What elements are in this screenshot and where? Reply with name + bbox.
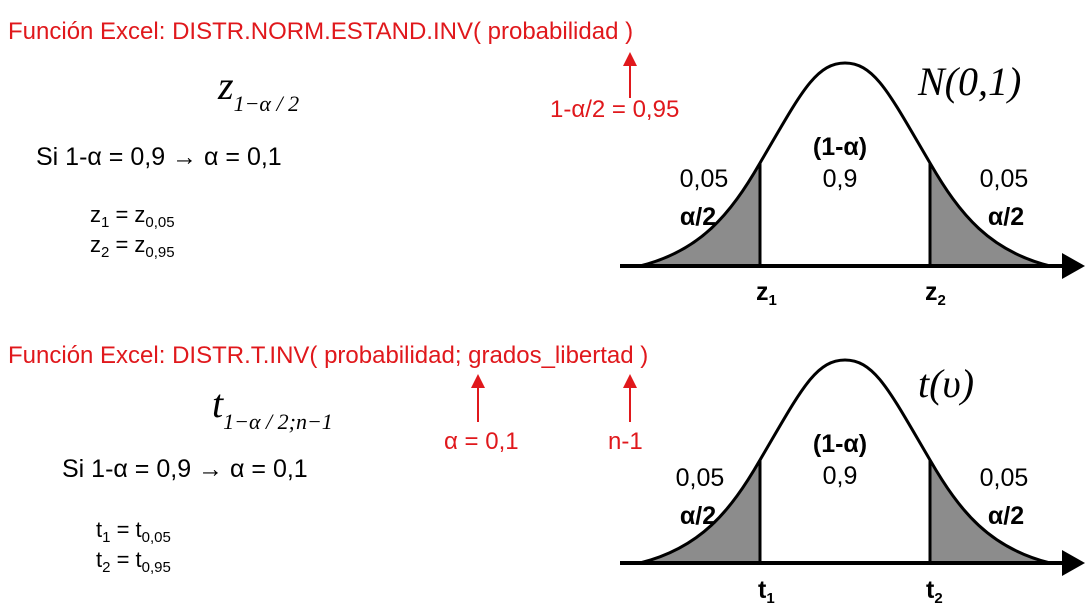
distribution-name: N(0,1) (918, 59, 1022, 104)
t-distribution-curve (620, 358, 1085, 576)
x-axis-arrowhead (1062, 550, 1085, 576)
lower-critical-z1: z1 (756, 278, 777, 309)
t1-definition: t1 = t0,05 (96, 517, 171, 546)
excel-function-t: Función Excel: DISTR.T.INV( probabilidad… (8, 342, 648, 370)
left-tail-label: α/2 (679, 203, 717, 231)
lower-critical-t1: t1 (758, 576, 775, 607)
right-tail-area (930, 163, 1050, 266)
excel-function-close: ) (618, 18, 634, 45)
right-tail-value: 0,05 (979, 165, 1029, 193)
left-tail-value: 0,05 (675, 464, 725, 492)
x-axis-arrowhead (1062, 253, 1085, 279)
left-tail-area (640, 460, 760, 563)
formula-subscript: 1−α / 2;n−1 (223, 409, 333, 434)
center-area-value: 0,9 (822, 165, 858, 193)
normal-distribution-curve (620, 61, 1085, 279)
excel-function-text: Función Excel: DISTR.T.INV( (8, 342, 325, 369)
upper-critical-t2: t2 (926, 576, 943, 607)
right-tail-area (930, 460, 1050, 563)
excel-function-text: Función Excel: DISTR.NORM.ESTAND.INV( (8, 18, 488, 45)
critical-value-formula-z: z1−α / 2 (218, 62, 299, 117)
formula-symbol: t (212, 381, 224, 426)
right-tail-label: α/2 (987, 203, 1025, 231)
alpha-condition: Si 1-α = 0,9 → α = 0,1 (62, 455, 308, 483)
left-tail-label: α/2 (679, 502, 717, 530)
density-curve (639, 61, 1051, 268)
density-curve (639, 358, 1051, 565)
t2-definition: t2 = t0,95 (96, 547, 171, 576)
center-area-label: (1-α) (812, 430, 868, 458)
z2-definition: z2 = z0,95 (90, 232, 175, 261)
probability-annotation: 1-α/2 = 0,95 (550, 96, 680, 123)
left-tail-value: 0,05 (679, 165, 729, 193)
center-area-label: (1-α) (812, 133, 868, 161)
critical-value-formula-t: t1−α / 2;n−1 (212, 380, 333, 435)
right-tail-label: α/2 (987, 502, 1025, 530)
alpha-annotation: α = 0,1 (444, 428, 519, 455)
pointer-arrow (623, 52, 637, 98)
formula-symbol: z (218, 63, 234, 108)
formula-subscript: 1−α / 2 (233, 91, 300, 116)
excel-function-argument: probabilidad (487, 18, 619, 45)
z1-definition: z1 = z0,05 (90, 202, 175, 231)
alpha-condition: Si 1-α = 0,9 → α = 0,1 (36, 143, 282, 171)
pointer-arrow-probability (471, 374, 485, 422)
pointer-arrow-df (623, 374, 637, 422)
excel-function-normal: Función Excel: DISTR.NORM.ESTAND.INV( pr… (8, 18, 633, 46)
excel-function-argument: probabilidad; grados_libertad (324, 342, 634, 369)
left-tail-area (640, 163, 760, 266)
upper-critical-z2: z2 (925, 278, 946, 309)
excel-function-close: ) (633, 342, 649, 369)
right-tail-value: 0,05 (979, 464, 1029, 492)
degrees-freedom-annotation: n-1 (608, 428, 643, 455)
center-area-value: 0,9 (822, 462, 858, 490)
distribution-name: t(υ) (918, 361, 975, 406)
